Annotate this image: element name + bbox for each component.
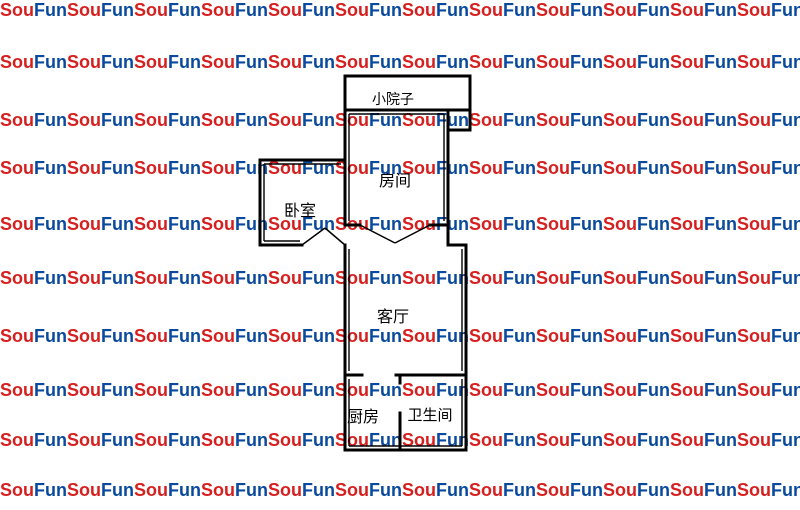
door-swing <box>302 228 325 245</box>
room-label-courtyard: 小院子 <box>353 89 433 109</box>
door-swing <box>395 225 430 243</box>
room-label-bathroom: 卫生间 <box>390 404 470 425</box>
door-swing <box>325 228 345 245</box>
canvas: SouFunSouFunSouFunSouFunSouFunSouFunSouF… <box>0 0 800 510</box>
room-label-room: 房间 <box>355 167 435 191</box>
room-label-living: 客厅 <box>353 303 433 327</box>
floor-plan <box>0 0 800 510</box>
room-label-bedroom: 卧室 <box>260 197 340 221</box>
door-swing <box>360 225 395 243</box>
